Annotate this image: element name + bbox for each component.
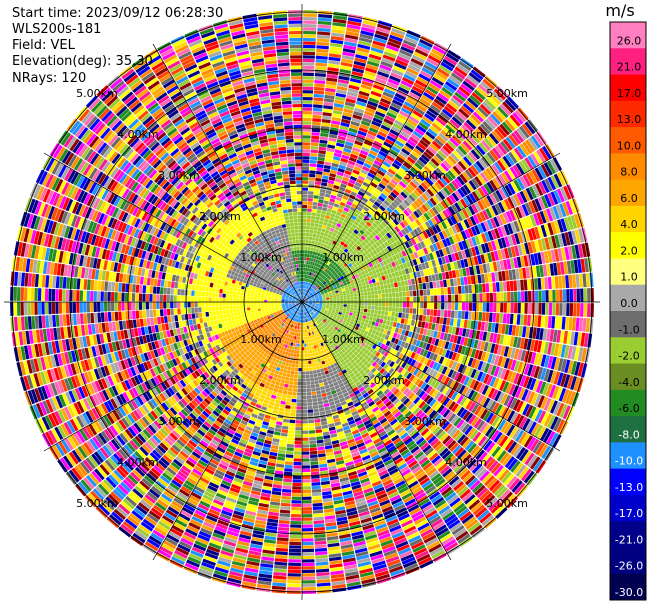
colorbar-swatch: [610, 284, 646, 312]
colorbar-swatch: [610, 389, 646, 417]
range-label: 2.00km: [363, 374, 405, 387]
range-label: 4.00km: [117, 456, 159, 469]
colorbar-tick: 21.0: [617, 61, 642, 74]
colorbar-tick: 6.0: [620, 192, 638, 205]
colorbar-tick: 13.0: [617, 113, 642, 126]
colorbar-swatch: [610, 74, 646, 102]
colorbar-tick: 1.0: [620, 271, 638, 284]
azimuth-spoke: [43, 152, 561, 452]
colorbar-tick: -10.0: [615, 455, 643, 468]
colorbar-swatch: [610, 22, 646, 49]
colorbar-tick: -13.0: [615, 481, 643, 494]
range-label: 3.00km: [404, 169, 446, 182]
range-label: 5.00km: [486, 87, 528, 100]
range-label: 3.00km: [404, 415, 446, 428]
colorbar-tick: 26.0: [617, 34, 642, 47]
colorbar-swatch: [610, 337, 646, 365]
colorbar-tick: -21.0: [615, 533, 643, 546]
colorbar-swatch: [610, 100, 646, 128]
range-label: 1.00km: [240, 333, 282, 346]
colorbar-tick: -17.0: [615, 507, 643, 520]
range-label: 2.00km: [199, 374, 241, 387]
colorbar-swatch: [610, 442, 646, 470]
range-label: 3.00km: [158, 169, 200, 182]
range-label: 1.00km: [322, 333, 364, 346]
colorbar-swatch: [610, 179, 646, 207]
start-time-label: Start time: 2023/09/12 06:28:30: [12, 6, 224, 21]
colorbar-swatch: [610, 127, 646, 154]
colorbar-swatch: [610, 258, 646, 286]
colorbar-swatch: [610, 311, 646, 338]
range-label: 5.00km: [486, 497, 528, 510]
nrays-label: NRays: 120: [12, 71, 87, 86]
colorbar-tick: 4.0: [620, 218, 638, 231]
colorbar-swatch: [610, 468, 646, 496]
colorbar-swatch: [610, 573, 646, 601]
colorbar-tick: -2.0: [618, 350, 639, 363]
range-label: 1.00km: [240, 251, 282, 264]
field-label: Field: VEL: [12, 38, 75, 53]
colorbar-swatch: [610, 205, 646, 233]
range-label: 5.00km: [76, 497, 118, 510]
range-label: 3.00km: [158, 415, 200, 428]
range-label: 5.00km: [76, 87, 118, 100]
range-label: 4.00km: [117, 128, 159, 141]
colorbar-swatch: [610, 416, 646, 443]
colorbar-tick: 2.0: [620, 244, 638, 257]
colorbar-unit: m/s: [605, 1, 634, 20]
colorbar-swatch: [610, 48, 646, 76]
range-label: 4.00km: [445, 456, 487, 469]
range-rings: [4, 4, 600, 600]
colorbar-swatch: [610, 232, 646, 259]
colorbar-tick: 0.0: [620, 297, 638, 310]
range-label: 2.00km: [363, 210, 405, 223]
colorbar-swatch: [610, 153, 646, 181]
colorbar-tick: 8.0: [620, 166, 638, 179]
range-labels: 1.00km 1.00km 1.00km 1.00km 2.00km 2.00km 2.00…: [76, 87, 528, 510]
colorbar-tick: -1.0: [618, 323, 639, 336]
colorbar-tick: -8.0: [618, 428, 639, 441]
colorbar-swatch: [610, 521, 646, 548]
range-label: 2.00km: [199, 210, 241, 223]
colorbar-tick: -4.0: [618, 376, 639, 389]
colorbar-tick: 17.0: [617, 87, 642, 100]
colorbar-swatch: [610, 547, 646, 575]
colorbar-tick: -30.0: [615, 586, 643, 599]
colorbar-border: [609, 21, 647, 601]
colorbar-tick: -6.0: [618, 402, 639, 415]
colorbar-tick: -26.0: [615, 560, 643, 573]
colorbar-tick: 10.0: [617, 139, 642, 152]
colorbar-swatch: [610, 363, 646, 391]
instrument-label: WLS200s-181: [12, 22, 102, 37]
elevation-label: Elevation(deg): 35.30: [12, 54, 153, 69]
range-label: 4.00km: [445, 128, 487, 141]
range-label: 1.00km: [322, 251, 364, 264]
colorbar-swatch: [610, 494, 646, 522]
